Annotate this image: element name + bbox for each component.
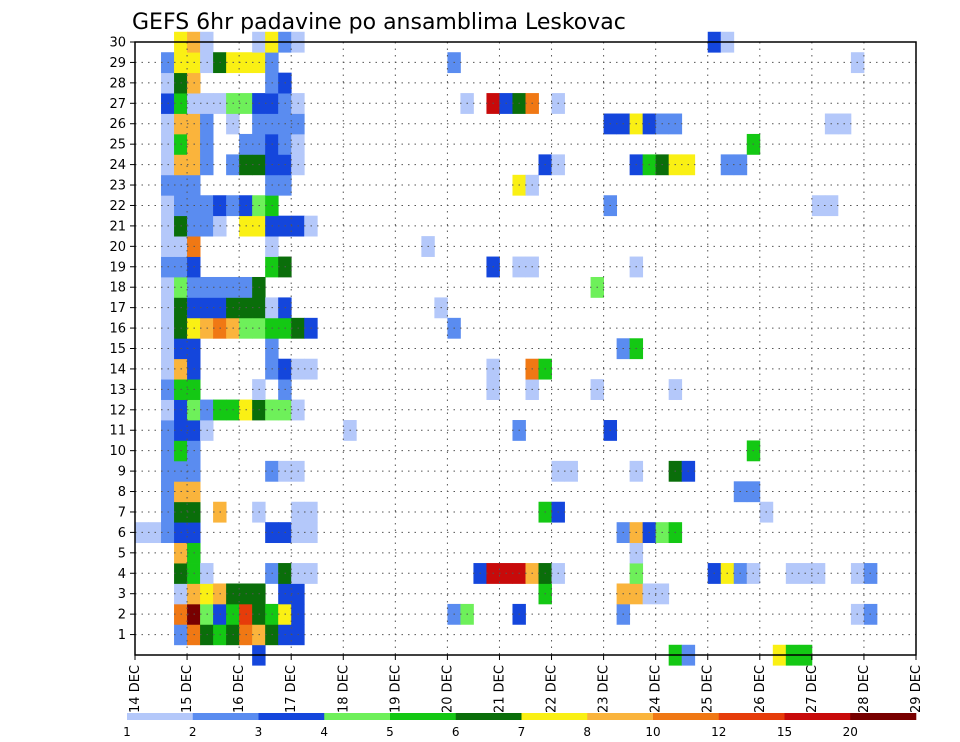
y-tick-label: 23 <box>109 179 126 194</box>
legend-level-label: 5 <box>386 725 394 739</box>
legend-swatch <box>324 713 391 720</box>
x-tick-label: 15 DEC <box>180 665 195 713</box>
y-tick-label: 1 <box>118 628 126 643</box>
x-tick-label: 14 DEC <box>128 665 143 713</box>
legend-swatch <box>192 713 259 720</box>
x-tick-label: 26 DEC <box>753 665 768 713</box>
legend-swatch <box>390 713 457 720</box>
x-tick-label: 25 DEC <box>701 665 716 713</box>
y-tick-label: 19 <box>109 260 126 275</box>
y-tick-label: 10 <box>109 444 126 459</box>
legend-level-label: 12 <box>711 725 726 739</box>
y-tick-label: 14 <box>109 362 126 377</box>
x-tick-label: 20 DEC <box>440 665 455 713</box>
legend-swatch <box>521 713 588 720</box>
legend-swatch <box>653 713 720 720</box>
y-tick-label: 27 <box>109 97 126 112</box>
y-tick-label: 7 <box>118 505 126 520</box>
y-tick-label: 18 <box>109 281 126 296</box>
legend-level-label: 1 <box>123 725 131 739</box>
x-tick-label: 28 DEC <box>857 665 872 713</box>
y-tick-label: 26 <box>109 117 126 132</box>
y-tick-label: 29 <box>109 56 126 71</box>
legend-level-label: 2 <box>189 725 197 739</box>
x-tick-label: 18 DEC <box>336 665 351 713</box>
legend-level-label: 4 <box>320 725 328 739</box>
legend-swatch <box>127 713 194 720</box>
legend-level-label: 10 <box>645 725 660 739</box>
x-axis: 14 DEC 15 DEC 16 DEC 17 DEC 18 DEC 19 DEC 20 D… <box>128 655 924 713</box>
legend-level-label: 8 <box>583 725 591 739</box>
y-tick-label: 22 <box>109 199 126 214</box>
x-tick-label: 24 DEC <box>649 665 664 713</box>
x-tick-label: 21 DEC <box>492 665 507 713</box>
y-tick-label: 4 <box>118 567 126 582</box>
y-tick-label: 11 <box>109 424 126 439</box>
y-tick-label: 16 <box>109 322 126 337</box>
chart-title: GEFS 6hr padavine po ansamblima Leskovac <box>132 10 626 35</box>
y-tick-label: 30 <box>109 36 126 51</box>
legend-swatch <box>784 713 851 720</box>
y-tick-label: 8 <box>118 485 126 500</box>
legend-level-label: 7 <box>518 725 526 739</box>
legend-swatch <box>258 713 325 720</box>
y-tick-label: 6 <box>118 526 126 541</box>
x-tick-label: 27 DEC <box>805 665 820 713</box>
x-tick-label: 16 DEC <box>232 665 247 713</box>
legend-swatch <box>718 713 785 720</box>
y-tick-label: 5 <box>118 546 126 561</box>
legend-swatch <box>850 713 917 720</box>
x-tick-label: 17 DEC <box>284 665 299 713</box>
legend-swatch <box>587 713 654 720</box>
y-tick-label: 15 <box>109 342 126 357</box>
legend-level-label: 15 <box>777 725 792 739</box>
color-legend: 1 2 3 4 5 6 7 8 10 12 15 20 <box>123 713 917 739</box>
legend-swatch <box>455 713 522 720</box>
y-axis: 1234567891011121314151617181920212223242… <box>109 36 135 643</box>
y-tick-label: 24 <box>109 158 126 173</box>
y-tick-label: 12 <box>109 403 126 418</box>
y-tick-label: 28 <box>109 76 126 91</box>
x-tick-label: 19 DEC <box>388 665 403 713</box>
legend-level-label: 20 <box>843 725 858 739</box>
y-tick-label: 3 <box>118 587 126 602</box>
y-tick-label: 20 <box>109 240 126 255</box>
y-tick-label: 17 <box>109 301 126 316</box>
y-tick-label: 21 <box>109 219 126 234</box>
legend-level-label: 3 <box>255 725 263 739</box>
y-tick-label: 2 <box>118 608 126 623</box>
y-tick-label: 9 <box>118 465 126 480</box>
y-tick-label: 25 <box>109 138 126 153</box>
x-tick-label: 23 DEC <box>597 665 612 713</box>
x-tick-label: 29 DEC <box>909 665 924 713</box>
x-tick-label: 22 DEC <box>545 665 560 713</box>
legend-level-label: 6 <box>452 725 460 739</box>
y-tick-label: 13 <box>109 383 126 398</box>
